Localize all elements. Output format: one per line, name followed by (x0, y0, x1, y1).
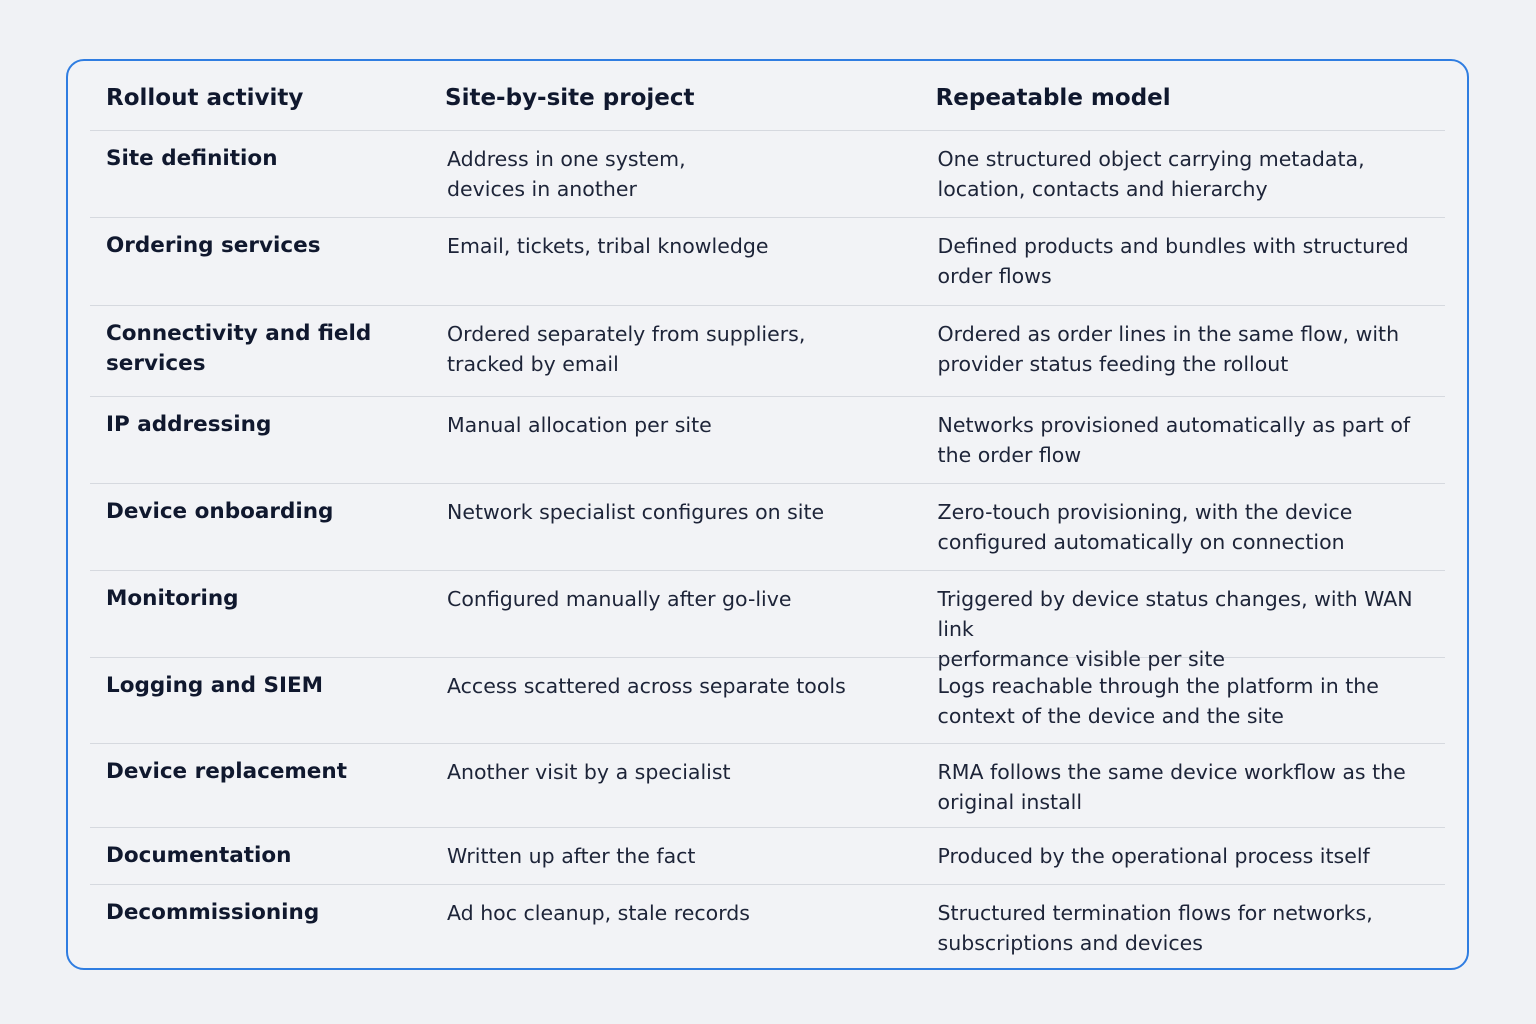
cell-rollout-activity: Documentation (106, 843, 292, 868)
table-row: Site definition Address in one system, de… (90, 131, 1445, 218)
cell-site-by-site-project: Another visit by a specialist (447, 760, 731, 784)
table-body: Site definition Address in one system, de… (90, 131, 1445, 970)
table-row: Ordering services Email, tickets, tribal … (90, 218, 1445, 306)
cell-rollout-activity: Site definition (106, 146, 278, 171)
header-site-by-site-project: Site-by-site project (445, 85, 695, 111)
cell-site-by-site-project: Network specialist configures on site (447, 500, 825, 524)
cell-rollout-activity: Logging and SIEM (106, 673, 324, 698)
cell-repeatable-model: Logs reachable through the platform in t… (937, 674, 1379, 728)
cell-site-by-site-project: Address in one system, devices in anothe… (447, 147, 686, 201)
cell-repeatable-model: Zero-touch provisioning, with the device… (937, 500, 1353, 554)
table-row: Device onboarding Network specialist conf… (90, 484, 1445, 571)
table-row: Documentation Written up after the fact Pr… (90, 828, 1445, 885)
cell-repeatable-model: Structured termination flows for network… (937, 901, 1373, 955)
cell-site-by-site-project: Ad hoc cleanup, stale records (447, 901, 750, 925)
cell-repeatable-model: RMA follows the same device workflow as … (937, 760, 1406, 814)
cell-repeatable-model: Produced by the operational process itse… (937, 844, 1370, 868)
cell-rollout-activity: Connectivity and field services (106, 321, 372, 376)
cell-rollout-activity: Decommissioning (106, 900, 320, 925)
cell-site-by-site-project: Access scattered across separate tools (447, 674, 846, 698)
cell-repeatable-model: Networks provisioned automatically as pa… (937, 413, 1411, 467)
table-row: Decommissioning Ad hoc cleanup, stale rec… (90, 885, 1445, 970)
cell-repeatable-model: Triggered by device status changes, with… (937, 587, 1413, 671)
cell-repeatable-model: Defined products and bundles with struct… (937, 234, 1409, 288)
cell-site-by-site-project: Ordered separately from suppliers, track… (447, 322, 806, 376)
cell-site-by-site-project: Written up after the fact (447, 844, 696, 868)
cell-site-by-site-project: Email, tickets, tribal knowledge (447, 234, 769, 258)
table-row: Monitoring Configured manually after go-l… (90, 571, 1445, 671)
table-row: Logging and SIEM Access scattered across … (90, 658, 1445, 744)
table-row: Device replacement Another visit by a spe… (90, 744, 1445, 828)
cell-rollout-activity: Monitoring (106, 586, 239, 611)
header-repeatable-model: Repeatable model (935, 85, 1171, 111)
cell-site-by-site-project: Configured manually after go-live (447, 587, 792, 611)
comparison-table: Rollout activity Site-by-site project Re… (66, 59, 1469, 970)
table-row: IP addressing Manual allocation per site N… (90, 397, 1445, 484)
cell-repeatable-model: One structured object carrying metadata,… (937, 147, 1365, 201)
header-rollout-activity: Rollout activity (106, 85, 304, 111)
cell-rollout-activity: Device replacement (106, 759, 347, 784)
cell-site-by-site-project: Manual allocation per site (447, 413, 712, 437)
table-row: Connectivity and field services Ordered s… (90, 306, 1445, 397)
table-header-row: Rollout activity Site-by-site project Re… (90, 61, 1445, 131)
cell-repeatable-model: Ordered as order lines in the same flow,… (937, 322, 1400, 376)
cell-rollout-activity: Ordering services (106, 233, 321, 258)
cell-rollout-activity: Device onboarding (106, 499, 334, 524)
cell-rollout-activity: IP addressing (106, 412, 272, 437)
